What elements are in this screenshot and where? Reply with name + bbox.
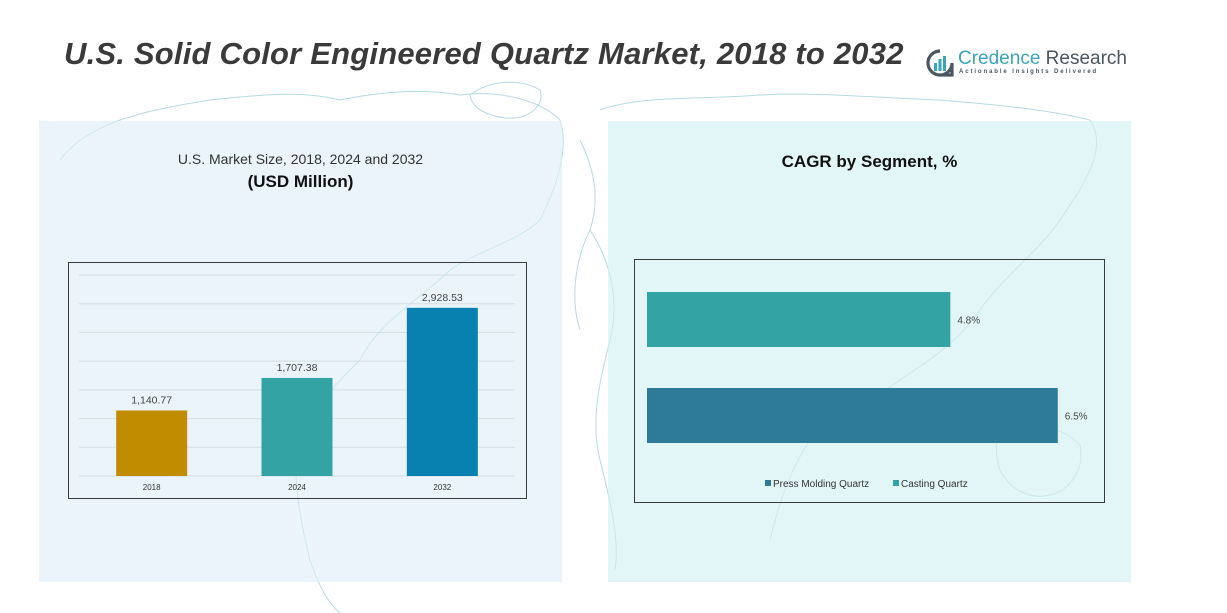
bar-casting-quartz	[647, 292, 951, 347]
market-size-unit: (USD Million)	[247, 172, 354, 191]
chart-legend: Press Molding Quartz Casting Quartz	[765, 479, 968, 490]
map-outline-greenland	[469, 81, 542, 119]
legend-label: Casting Quartz	[901, 479, 968, 490]
brand-name: Credence Research	[958, 48, 1127, 70]
data-label-2032: 2,928.53	[422, 292, 463, 304]
bar-2018	[116, 410, 188, 476]
legend-swatch	[893, 480, 899, 486]
market-size-chart-frame: 1,140.77 2018 1,707.38 2024 2,928.53 2032	[68, 262, 527, 499]
bar-press-molding-quartz	[647, 388, 1058, 443]
page-title: U.S. Solid Color Engineered Quartz Marke…	[64, 36, 904, 71]
brand-name-part1: Credence	[958, 48, 1041, 69]
x-tick-2018: 2018	[143, 483, 161, 492]
bar-2032	[406, 307, 478, 476]
bar-2024	[261, 377, 333, 476]
data-label-casting-quartz: 4.8%	[957, 316, 980, 327]
legend-swatch	[765, 480, 771, 486]
cagr-bar-chart: 4.8% 6.5% Press Molding Quartz Casting Quar…	[647, 292, 1088, 490]
cagr-panel: CAGR by Segment, %	[608, 121, 1131, 582]
credence-logo-icon	[926, 49, 954, 77]
cagr-chart-frame: 4.8% 6.5% Press Molding Quartz Casting Quar…	[634, 259, 1105, 503]
market-size-bar-chart: 1,140.77 2018 1,707.38 2024 2,928.53 2032	[79, 274, 515, 492]
brand-tagline: Actionable Insights Delivered	[959, 69, 1099, 75]
x-tick-2032: 2032	[433, 483, 451, 492]
brand-name-part2: Research	[1040, 48, 1127, 69]
data-label-2018: 1,140.77	[131, 394, 172, 406]
data-label-2024: 1,707.38	[277, 362, 318, 374]
brand-logo: Credence Research Actionable Insights De…	[925, 46, 1127, 82]
market-size-subtitle: U.S. Market Size, 2018, 2024 and 2032	[177, 151, 424, 167]
x-tick-2024: 2024	[288, 483, 306, 492]
legend-label: Press Molding Quartz	[773, 479, 869, 490]
map-outline-middle	[574, 139, 596, 331]
data-label-press-molding-quartz: 6.5%	[1065, 412, 1088, 423]
cagr-title: CAGR by Segment, %	[781, 152, 958, 171]
